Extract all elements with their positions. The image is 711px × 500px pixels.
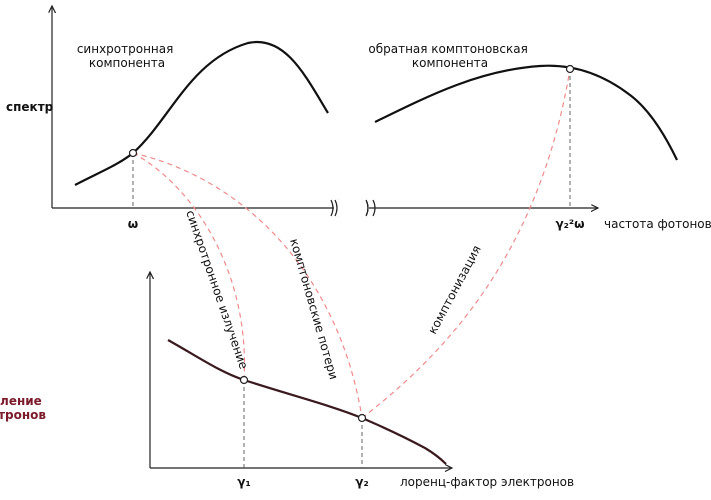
y-label: спектр bbox=[6, 100, 54, 114]
label-line: распределение bbox=[0, 394, 42, 408]
point bbox=[357, 413, 367, 423]
point bbox=[239, 375, 249, 385]
label-line: компонента bbox=[89, 56, 165, 70]
arrow-label: комптоновские потери bbox=[287, 237, 341, 381]
point bbox=[128, 148, 138, 158]
axis-gap bbox=[335, 200, 366, 216]
compton-label: обратная комптоновская компонента bbox=[368, 42, 531, 70]
label-line: обратная комптоновская bbox=[368, 42, 527, 56]
synchrotron-arrow bbox=[132, 152, 246, 381]
point bbox=[565, 64, 575, 74]
compton-loss-arrow bbox=[132, 152, 363, 419]
axis-break bbox=[334, 199, 369, 217]
compton-curve bbox=[374, 64, 678, 161]
x-mark: ω bbox=[128, 217, 138, 231]
synchrotron-label: синхротронная компонента bbox=[77, 42, 177, 70]
electron-curve bbox=[167, 339, 447, 465]
x-label: лоренц-фактор электронов bbox=[400, 475, 574, 489]
arrow-label: синхротронное излучение bbox=[183, 208, 251, 370]
synchrotron-curve bbox=[74, 40, 329, 186]
x-label: частота фотонов bbox=[604, 217, 711, 231]
arrow-label: комптонизация bbox=[425, 243, 484, 336]
x-mark: γ₂ bbox=[355, 475, 368, 489]
x-mark: γ₂²ω bbox=[555, 217, 584, 231]
label-line: электронов bbox=[0, 408, 46, 422]
comptonization-arrow bbox=[361, 68, 571, 419]
label-line: синхротронная bbox=[77, 42, 174, 56]
y-label: распределение электронов bbox=[0, 394, 46, 422]
label-line: компонента bbox=[412, 56, 488, 70]
x-mark: γ₁ bbox=[237, 475, 250, 489]
